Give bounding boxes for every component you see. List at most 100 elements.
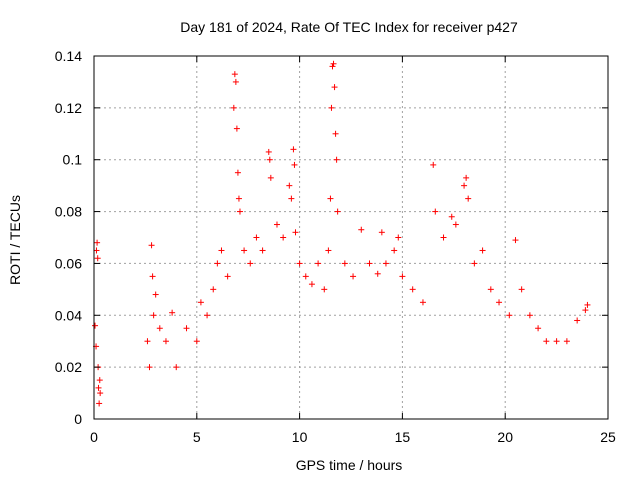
x-tick-label: 20 <box>497 429 513 445</box>
data-point <box>210 286 217 293</box>
data-point <box>332 130 339 137</box>
data-point <box>96 400 103 407</box>
data-point <box>328 104 335 111</box>
data-point <box>149 273 156 280</box>
data-point <box>465 195 472 202</box>
data-point <box>331 84 338 91</box>
data-point <box>267 174 274 181</box>
data-point <box>302 273 309 280</box>
data-point <box>169 309 176 316</box>
data-point <box>463 174 470 181</box>
data-point <box>265 148 272 155</box>
data-point <box>94 255 101 262</box>
data-point <box>259 247 266 254</box>
y-tick-label: 0.14 <box>55 48 82 64</box>
y-tick-label: 0.08 <box>55 204 82 220</box>
data-point <box>512 237 519 244</box>
data-points <box>92 60 591 407</box>
data-point <box>563 338 570 345</box>
data-point <box>582 307 589 314</box>
y-tick-label: 0.04 <box>55 307 82 323</box>
data-point <box>543 338 550 345</box>
data-point <box>296 260 303 267</box>
data-point <box>487 286 494 293</box>
data-point <box>308 281 315 288</box>
x-tick-labels: 0 5 10 15 20 25 <box>90 429 616 445</box>
y-axis-label: ROTI / TECUs <box>7 195 23 285</box>
data-point <box>506 312 513 319</box>
y-tick-label: 0.1 <box>63 152 83 168</box>
data-point <box>321 286 328 293</box>
data-point <box>96 377 103 384</box>
data-point <box>286 182 293 189</box>
data-point <box>235 195 242 202</box>
data-point <box>162 338 169 345</box>
data-point <box>325 247 332 254</box>
plot-frame <box>93 55 609 420</box>
data-point <box>218 247 225 254</box>
data-point <box>290 146 297 153</box>
data-point <box>518 286 525 293</box>
data-point <box>432 208 439 215</box>
x-tick-label: 15 <box>395 429 411 445</box>
x-tick-label: 0 <box>90 429 98 445</box>
data-point <box>148 242 155 249</box>
data-point <box>334 208 341 215</box>
data-point <box>204 312 211 319</box>
data-point <box>156 325 163 332</box>
data-point <box>553 338 560 345</box>
data-point <box>231 71 238 78</box>
data-point <box>341 260 348 267</box>
data-point <box>233 125 240 132</box>
data-point <box>273 221 280 228</box>
data-point <box>479 247 486 254</box>
data-point <box>280 234 287 241</box>
data-point <box>173 364 180 371</box>
data-point <box>374 270 381 277</box>
data-point <box>391 247 398 254</box>
data-point <box>291 161 298 168</box>
data-point <box>358 226 365 233</box>
data-point <box>409 286 416 293</box>
data-point <box>193 338 200 345</box>
data-point <box>330 60 337 67</box>
data-point <box>224 273 231 280</box>
data-point <box>214 260 221 267</box>
data-point <box>452 221 459 228</box>
x-axis-label: GPS time / hours <box>296 457 403 473</box>
data-point <box>430 161 437 168</box>
data-point <box>366 260 373 267</box>
data-point <box>419 299 426 306</box>
data-point <box>146 364 153 371</box>
y-tick-labels: 0 0.02 0.04 0.06 0.08 0.1 0.12 0.14 <box>55 48 82 427</box>
y-tick-label: 0.12 <box>55 100 82 116</box>
data-point <box>197 299 204 306</box>
data-point <box>448 213 455 220</box>
data-point <box>333 156 340 163</box>
data-point <box>241 247 248 254</box>
data-point <box>329 63 336 70</box>
data-point <box>382 260 389 267</box>
x-tick-label: 25 <box>600 429 616 445</box>
data-point <box>535 325 542 332</box>
data-point <box>94 239 101 246</box>
data-point <box>247 260 254 267</box>
data-point <box>288 195 295 202</box>
data-point <box>399 273 406 280</box>
data-point <box>92 322 99 329</box>
data-point <box>461 182 468 189</box>
data-point <box>232 78 239 85</box>
data-point <box>395 234 402 241</box>
data-point <box>236 208 243 215</box>
data-point <box>253 234 260 241</box>
data-point <box>378 229 385 236</box>
data-point <box>574 317 581 324</box>
data-point <box>584 301 591 308</box>
data-point <box>266 156 273 163</box>
data-point <box>150 312 157 319</box>
y-tick-label: 0.02 <box>55 359 82 375</box>
data-point <box>292 229 299 236</box>
data-point <box>315 260 322 267</box>
